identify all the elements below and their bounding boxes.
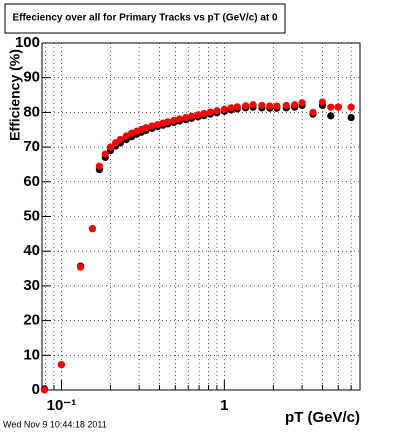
point [309, 108, 317, 116]
y-tick-label: 100 [15, 34, 40, 51]
point [116, 135, 124, 144]
point [318, 98, 327, 106]
point [298, 99, 306, 107]
point [227, 104, 235, 112]
point [241, 102, 250, 110]
y-tick-label: 0 [32, 381, 40, 398]
timestamp: Wed Nov 9 10:44:18 2011 [3, 419, 107, 429]
point [194, 111, 202, 119]
y-tick-label: 50 [23, 207, 40, 224]
point [213, 107, 221, 115]
point [142, 124, 150, 132]
point [122, 132, 130, 140]
title-box [4, 3, 286, 34]
point [106, 143, 115, 151]
y-tick-label: 20 [23, 312, 40, 329]
x-axis-label: pT (GeV/c) [285, 409, 360, 426]
point [182, 114, 190, 122]
point [95, 162, 103, 170]
point [258, 101, 266, 110]
y-axis-label: Efficiency (%) [7, 49, 23, 141]
point [273, 102, 281, 110]
y-tick-label: 10 [23, 346, 40, 363]
point [249, 101, 257, 109]
y-tick-label: 90 [23, 69, 40, 86]
point [347, 103, 355, 111]
point [282, 101, 290, 110]
point [327, 112, 335, 120]
y-tick-label: 30 [23, 277, 40, 294]
point [164, 118, 172, 126]
point [148, 122, 156, 130]
point [347, 114, 355, 122]
point [101, 150, 109, 158]
point [327, 103, 335, 111]
point [76, 263, 85, 271]
y-tick-label: 60 [23, 173, 40, 190]
point [88, 225, 97, 233]
chart-title: Effeciency over all for Primary Tracks v… [12, 13, 278, 24]
point [266, 102, 274, 110]
point [57, 361, 66, 369]
point [220, 105, 228, 113]
y-tick-label: 70 [23, 138, 40, 155]
point [200, 109, 208, 118]
x-tick-label: 1 [220, 397, 228, 414]
point [206, 108, 214, 116]
y-tick-label: 40 [23, 242, 40, 259]
point [170, 116, 178, 124]
plot-frame [41, 42, 361, 391]
point [233, 103, 241, 111]
x-tick-label: 10⁻¹ [47, 397, 77, 414]
point [188, 112, 196, 120]
y-tick-label: 80 [23, 103, 40, 120]
point [291, 101, 299, 109]
point [175, 115, 184, 123]
point [334, 103, 342, 111]
point [40, 386, 49, 394]
